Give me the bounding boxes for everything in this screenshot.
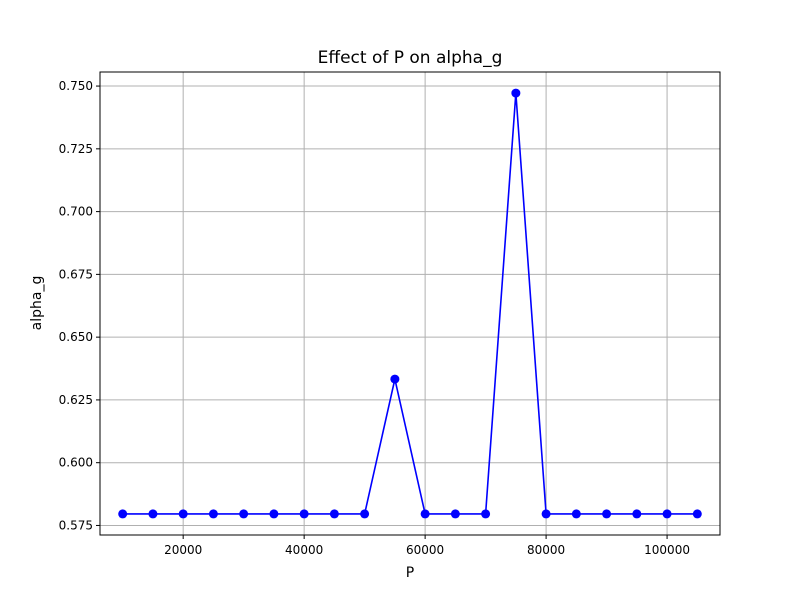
data-point — [208, 509, 218, 519]
data-point — [329, 509, 339, 519]
data-point — [450, 509, 460, 519]
data-point — [481, 509, 491, 519]
data-point — [239, 509, 249, 519]
y-tick-label: 0.675 — [59, 267, 93, 281]
data-point — [178, 509, 188, 519]
data-point — [662, 509, 672, 519]
data-point — [692, 509, 702, 519]
chart-title: Effect of P on alpha_g — [318, 48, 503, 68]
data-point — [420, 509, 430, 519]
y-tick-label: 0.625 — [59, 393, 93, 407]
y-tick-label: 0.600 — [59, 456, 93, 470]
data-point — [571, 509, 581, 519]
y-tick-label: 0.700 — [59, 205, 93, 219]
data-point — [602, 509, 612, 519]
grid-lines — [100, 72, 720, 535]
data-point — [360, 509, 370, 519]
x-tick-label: 40000 — [285, 543, 323, 557]
y-tick-label: 0.725 — [59, 142, 93, 156]
y-tick-label: 0.575 — [59, 518, 93, 532]
data-point — [299, 509, 309, 519]
data-point — [148, 509, 158, 519]
x-axis-label: P — [406, 565, 414, 581]
plot-frame — [99, 71, 721, 536]
data-point — [269, 509, 279, 519]
x-tick-label: 80000 — [527, 543, 565, 557]
data-point — [511, 88, 521, 98]
data-series — [118, 88, 702, 519]
y-tick-label: 0.650 — [59, 330, 93, 344]
x-tick-label: 60000 — [406, 543, 444, 557]
data-point — [632, 509, 642, 519]
data-point — [541, 509, 551, 519]
x-tick-label: 100000 — [644, 543, 690, 557]
data-point — [390, 374, 400, 384]
data-point — [118, 509, 128, 519]
x-tick-label: 20000 — [164, 543, 202, 557]
y-tick-label: 0.750 — [59, 79, 93, 93]
y-axis-label: alpha_g — [29, 276, 45, 331]
series-line — [122, 93, 698, 515]
axis-ticks: 20000 40000 60000 80000 100000 0.575 0.600 0.62… — [59, 79, 690, 557]
